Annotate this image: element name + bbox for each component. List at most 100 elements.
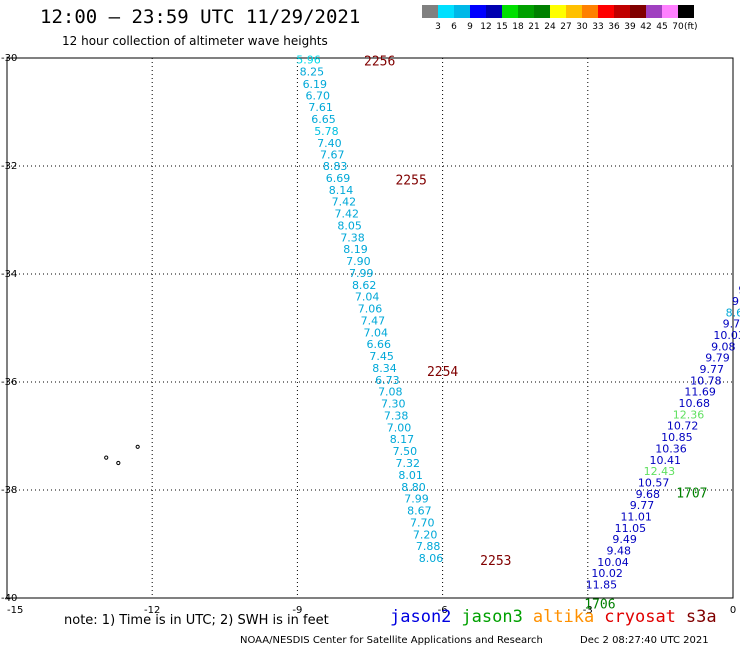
- colorbar-label: 3: [435, 22, 441, 32]
- colorbar-swatch: [662, 5, 678, 18]
- wave-height-label: 6.65: [311, 113, 336, 126]
- wave-height-label: 6.19: [303, 78, 328, 91]
- y-tick-label: -34: [1, 269, 17, 280]
- wave-height-label: 8.06: [419, 552, 444, 565]
- footer-credit: NOAA/NESDIS Center for Satellite Applica…: [240, 635, 543, 646]
- colorbar-unit: (ft): [684, 22, 698, 32]
- wave-height-label: 6.73: [375, 374, 400, 387]
- colorbar-swatch: [550, 5, 566, 18]
- wave-height-label: 7.99: [404, 493, 429, 506]
- wave-height-label: 10.57: [638, 476, 670, 489]
- wave-height-label: 7.47: [361, 314, 386, 327]
- colorbar-swatch: [454, 5, 470, 18]
- wave-height-label: 8.14: [329, 184, 354, 197]
- legend-s3a: s3a: [685, 607, 717, 627]
- colorbar-swatch: [438, 5, 454, 18]
- wave-height-label: 8.67: [407, 505, 432, 518]
- colorbar-swatch: [598, 5, 614, 18]
- wave-height-label: 8.05: [337, 219, 362, 232]
- y-tick-label: -30: [1, 53, 17, 64]
- wave-height-label: 8.34: [372, 362, 397, 375]
- wave-height-label: 10.03: [713, 329, 740, 342]
- wave-height-label: 6.69: [326, 172, 351, 185]
- wave-height-label: 5.96: [296, 54, 321, 67]
- wave-height-label: 10.02: [591, 567, 623, 580]
- colorbar-swatch: [486, 5, 502, 18]
- wave-height-label: 10.78: [690, 374, 722, 387]
- wave-height-label: 12.43: [644, 465, 676, 478]
- wave-height-label: 10.85: [661, 431, 693, 444]
- colorbar-swatch: [502, 5, 518, 18]
- colorbar-label: 12: [480, 22, 492, 32]
- wave-height-label: 9.48: [607, 544, 632, 557]
- wave-height-label: 12.36: [673, 408, 705, 421]
- colorbar-label: 36: [608, 22, 620, 32]
- island-marker: [104, 455, 109, 460]
- wave-height-label: 7.99: [349, 267, 374, 280]
- time-marker-label: 2256: [364, 55, 395, 70]
- wave-height-label: 7.90: [346, 255, 371, 268]
- wave-height-label: 7.38: [340, 231, 365, 244]
- colorbar-label: 18: [512, 22, 524, 32]
- wave-height-label: 7.04: [364, 326, 389, 339]
- wave-height-label: 7.38: [384, 409, 409, 422]
- time-marker-label: 2255: [395, 174, 426, 189]
- wave-height-label: 11.01: [620, 510, 652, 523]
- footer-timestamp: Dec 2 08:27:40 UTC 2021: [580, 635, 709, 646]
- colorbar-label: 15: [496, 22, 508, 32]
- time-marker-label: 1707: [676, 487, 707, 502]
- wave-height-label: 9.49: [612, 533, 637, 546]
- wave-height-label: 7.00: [387, 421, 412, 434]
- satellite-legend: jason2 jason3 altika cryosat s3a: [390, 607, 727, 627]
- wave-height-label: 8.19: [343, 243, 368, 256]
- wave-height-label: 6.70: [305, 89, 330, 102]
- colorbar-label: 6: [451, 22, 457, 32]
- legend-cryosat: cryosat: [604, 607, 676, 627]
- colorbar-swatch: [534, 5, 550, 18]
- wave-height-label: 8.01: [398, 469, 423, 482]
- time-marker-label: 1706: [584, 597, 615, 612]
- wave-height-label: 9.68: [636, 488, 661, 501]
- x-tick-label: -3: [583, 605, 593, 616]
- wave-height-label: 9.2: [732, 295, 740, 308]
- colorbar-label: 45: [656, 22, 668, 32]
- wave-height-label: 7.88: [416, 540, 441, 553]
- x-tick-label: -6: [438, 605, 448, 616]
- wave-height-label: 7.32: [396, 457, 421, 470]
- colorbar-swatch: [518, 5, 534, 18]
- wave-height-label: 7.70: [410, 516, 435, 529]
- wave-height-label: 7.06: [358, 303, 383, 316]
- footer-note: note: 1) Time is in UTC; 2) SWH is in fe…: [64, 613, 329, 628]
- time-marker-label: 2253: [480, 554, 511, 569]
- wave-height-label: 7.20: [413, 528, 438, 541]
- legend-altika: altika: [532, 607, 595, 627]
- chart-title: 12:00 – 23:59 UTC 11/29/2021: [40, 6, 361, 28]
- wave-height-label: 10.41: [649, 454, 681, 467]
- wave-height-label: 8.17: [390, 433, 415, 446]
- wave-height-label: 7.67: [320, 149, 345, 162]
- island-marker: [135, 444, 140, 449]
- wave-height-label: 9.: [738, 284, 740, 297]
- wave-height-label: 6.66: [366, 338, 391, 351]
- wave-height-label: 10.68: [679, 397, 711, 410]
- wave-height-label: 8.62: [352, 279, 377, 292]
- wave-height-label: 7.04: [355, 291, 380, 304]
- colorbar-swatch: [646, 5, 662, 18]
- colorbar-label: 21: [528, 22, 540, 32]
- wave-height-label: 10.04: [597, 556, 629, 569]
- wave-height-label: 7.45: [369, 350, 394, 363]
- colorbar-label: 9: [467, 22, 473, 32]
- wave-height-label: 8.61: [726, 306, 740, 319]
- wave-height-label: 8.25: [300, 66, 325, 79]
- legend-jason2: jason2: [390, 607, 452, 627]
- colorbar-swatch: [422, 5, 438, 18]
- colorbar-swatch: [630, 5, 646, 18]
- y-tick-label: -32: [1, 161, 17, 172]
- colorbar-label: 27: [560, 22, 572, 32]
- colorbar-label: 33: [592, 22, 604, 32]
- x-tick-label: -12: [144, 605, 160, 616]
- wave-height-label: 11.85: [586, 579, 618, 592]
- wave-height-label: 7.61: [308, 101, 333, 114]
- wave-height-label: 7.08: [378, 386, 403, 399]
- plot-frame: [6, 57, 734, 599]
